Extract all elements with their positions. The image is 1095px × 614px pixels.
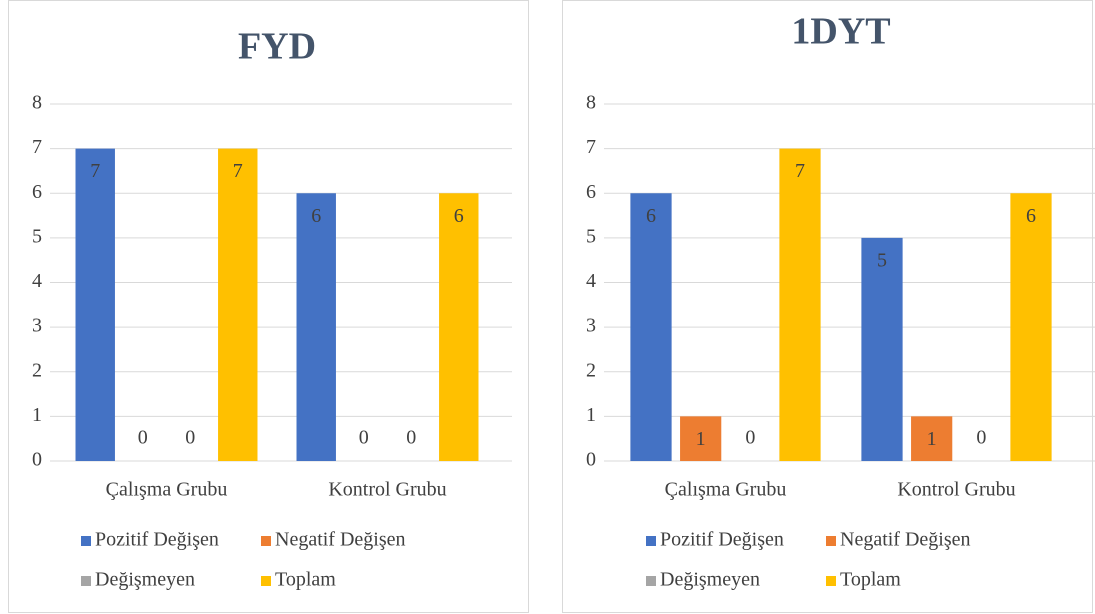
data-label: 6 (646, 205, 656, 227)
y-tick-label: 2 (32, 359, 42, 381)
data-label: 0 (359, 427, 369, 449)
legend-label: Pozitif Değişen (95, 529, 219, 551)
data-label: 1 (696, 428, 706, 450)
x-tick-label: Kontrol Grubu (897, 479, 1015, 501)
data-label: 7 (233, 160, 243, 182)
legend-swatch (646, 576, 656, 586)
data-label: 0 (406, 427, 416, 449)
x-tick-label: Kontrol Grubu (328, 479, 446, 501)
y-tick-label: 7 (32, 136, 42, 158)
y-tick-label: 0 (32, 449, 42, 471)
legend-label: Negatif Değişen (840, 529, 971, 551)
data-label: 6 (1026, 205, 1036, 227)
y-tick-label: 1 (586, 404, 596, 426)
bar (861, 237, 903, 461)
chart-title: 1DYT (791, 11, 890, 53)
legend-swatch (826, 576, 836, 586)
y-tick-label: 0 (586, 449, 596, 471)
y-tick-label: 4 (32, 270, 42, 292)
bar (218, 148, 258, 461)
legend-label: Pozitif Değişen (660, 529, 784, 551)
y-tick-label: 2 (586, 359, 596, 381)
legend-swatch (646, 536, 656, 546)
bar (439, 193, 479, 461)
data-label: 7 (795, 160, 805, 182)
x-tick-label: Çalışma Grubu (665, 479, 787, 501)
legend-swatch (261, 576, 271, 586)
bar (75, 148, 115, 461)
bar (296, 193, 336, 461)
data-label: 0 (185, 427, 195, 449)
y-tick-label: 5 (586, 225, 596, 247)
legend-label: Negatif Değişen (275, 529, 406, 551)
y-tick-label: 3 (32, 315, 42, 337)
bar (630, 193, 672, 461)
chart-title: FYD (238, 26, 316, 68)
y-tick-label: 6 (586, 181, 596, 203)
legend-swatch (261, 536, 271, 546)
bar (680, 416, 722, 461)
y-tick-label: 8 (32, 92, 42, 114)
legend-label: Toplam (275, 569, 336, 591)
legend-swatch (81, 536, 91, 546)
data-label: 7 (90, 160, 100, 182)
y-tick-label: 3 (586, 315, 596, 337)
legend-label: Değişmeyen (660, 569, 760, 591)
data-label: 1 (927, 428, 937, 450)
y-tick-label: 8 (586, 92, 596, 114)
y-tick-label: 7 (586, 136, 596, 158)
data-label: 0 (976, 427, 986, 449)
data-label: 0 (138, 427, 148, 449)
y-tick-label: 6 (32, 181, 42, 203)
bar (911, 416, 953, 461)
data-label: 6 (311, 205, 321, 227)
legend-label: Değişmeyen (95, 569, 195, 591)
y-tick-label: 4 (586, 270, 596, 292)
x-tick-label: Çalışma Grubu (106, 479, 228, 501)
y-tick-label: 5 (32, 225, 42, 247)
legend-label: Toplam (840, 569, 901, 591)
bar (1010, 193, 1052, 461)
legend-swatch (826, 536, 836, 546)
bar (779, 148, 821, 461)
data-label: 6 (454, 205, 464, 227)
legend-swatch (81, 576, 91, 586)
data-label: 0 (745, 427, 755, 449)
data-label: 5 (877, 249, 887, 271)
y-tick-label: 1 (32, 404, 42, 426)
